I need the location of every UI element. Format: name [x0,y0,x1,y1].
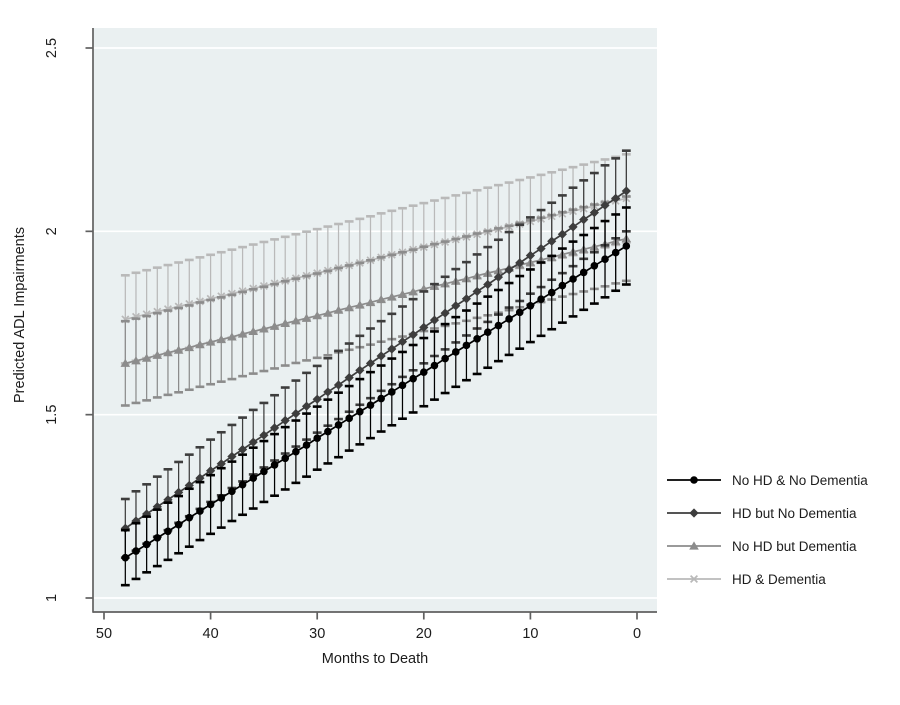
legend-item: HD but No Dementia [666,503,868,523]
x-tick-label: 20 [416,626,432,642]
x-tick-label: 10 [522,626,538,642]
y-tick-label: 2 [44,227,60,235]
x-tick-label: 30 [309,626,325,642]
x-tick-label: 0 [633,626,641,642]
legend-label: HD & Dementia [732,571,826,587]
y-axis-title: Predicted ADL Impairments [12,227,28,403]
legend-label: No HD & No Dementia [732,472,868,488]
legend-label: No HD but Dementia [732,538,857,554]
legend-item: HD & Dementia [666,569,868,589]
y-tick-label: 2.5 [44,38,60,58]
triangle-marker-icon [667,541,721,550]
legend-label: HD but No Dementia [732,505,857,521]
y-tick-label: 1 [44,594,60,602]
circle-marker-icon [667,476,721,484]
legend-item: No HD but Dementia [666,536,868,556]
x-marker-icon [667,574,721,584]
legend-item: No HD & No Dementia [666,470,868,490]
y-tick-label: 1.5 [44,405,60,425]
legend: No HD & No Dementia HD but No Dementia N… [666,470,868,602]
x-tick-label: 40 [203,626,219,642]
diamond-marker-icon [667,508,721,518]
x-axis-title: Months to Death [321,651,429,667]
series-circle [120,206,631,587]
x-tick-label: 50 [96,626,112,642]
